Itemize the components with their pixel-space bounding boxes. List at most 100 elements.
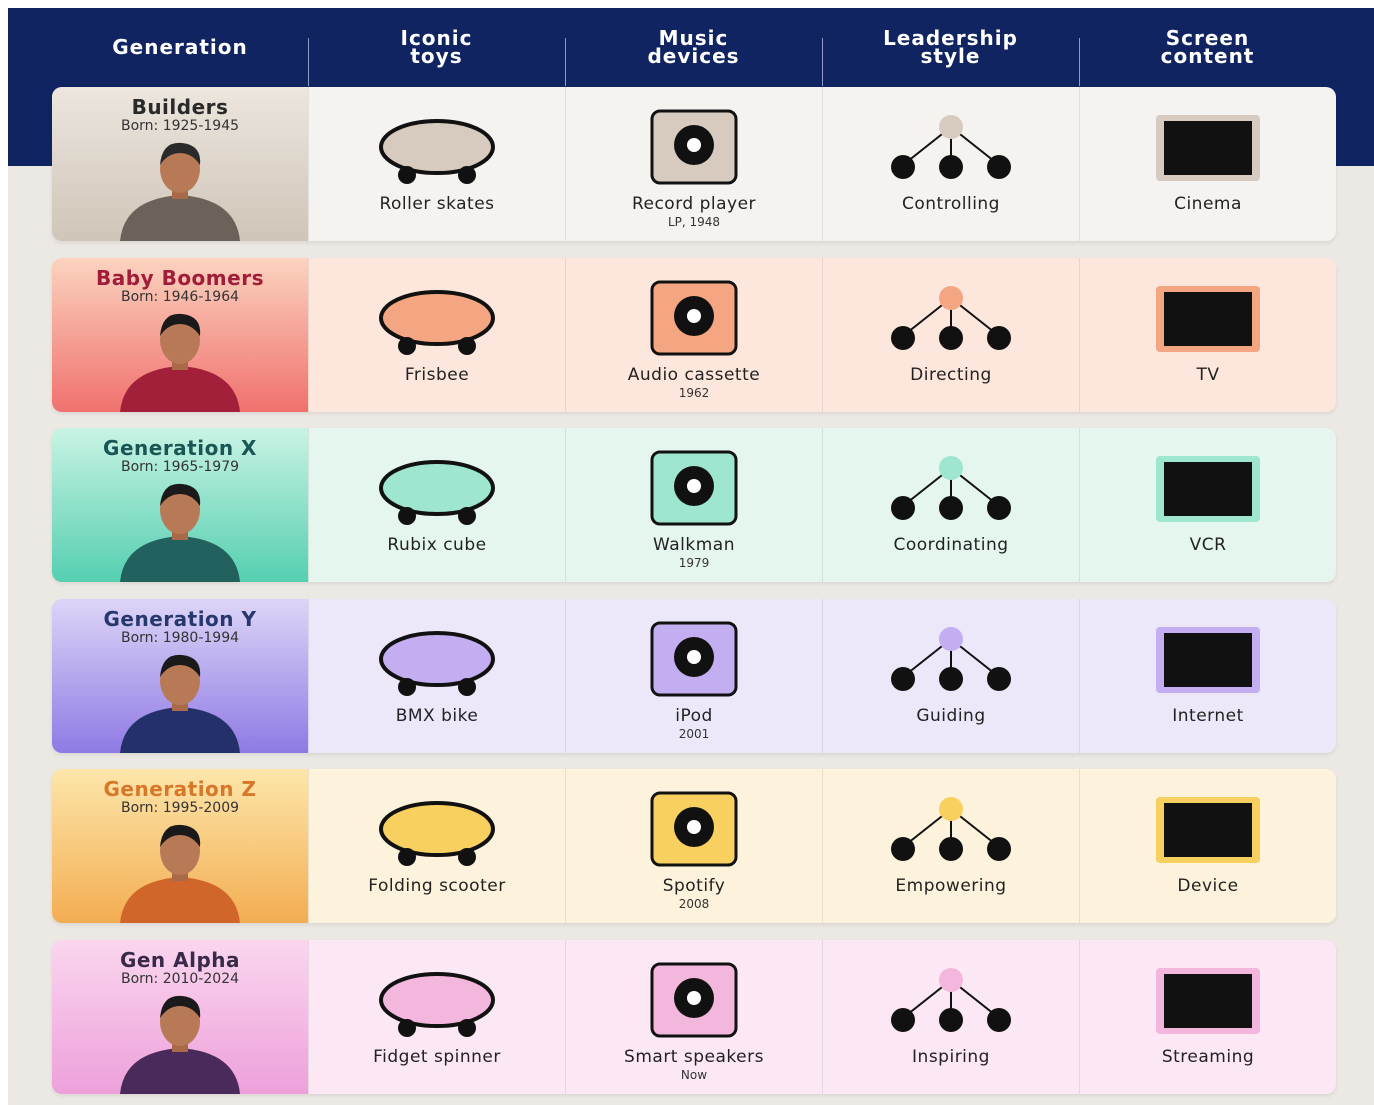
item-label: Spotify — [662, 876, 726, 897]
icon — [1156, 797, 1260, 864]
icon — [1156, 626, 1260, 693]
item-label: Directing — [910, 364, 992, 385]
icon — [650, 450, 738, 526]
column-header-text: Generation — [112, 35, 248, 59]
generation-row: Builders Born: 1925-1945 Roller skates Reco… — [52, 87, 1336, 241]
item-label: Internet — [1172, 705, 1244, 726]
item-cell: Frisbee — [308, 257, 565, 412]
icon — [650, 109, 738, 185]
icon — [891, 115, 1011, 179]
item-label: Audio cassette — [627, 364, 761, 385]
icon — [650, 621, 738, 697]
item-cell: Internet — [1079, 598, 1336, 753]
item-label: BMX bike — [395, 705, 479, 726]
item-label: Device — [1177, 876, 1239, 897]
item-cell: BMX bike — [308, 598, 565, 753]
generation-born: Born: 1965-1979 — [120, 459, 240, 476]
generation-cell: Gen Alpha Born: 2010-2024 — [52, 940, 308, 1094]
generation-name: Baby Boomers — [96, 265, 264, 290]
generation-name: Gen Alpha — [119, 948, 241, 972]
icon — [379, 630, 495, 696]
column-header-text: Screen content — [1160, 26, 1255, 68]
icon — [379, 289, 495, 355]
generation-born: Born: 1946-1964 — [120, 288, 240, 305]
item-label: Frisbee — [404, 364, 470, 385]
icon — [1156, 115, 1260, 181]
portrait — [120, 142, 240, 241]
item-cell: Coordinating — [822, 428, 1079, 583]
item-cell: Fidget spinner — [308, 940, 565, 1094]
generation-born: Born: 2010-2024 — [120, 971, 240, 987]
item-label: Coordinating — [893, 535, 1009, 556]
item-label: Streaming — [1161, 1047, 1255, 1067]
icon — [650, 280, 738, 356]
item-sublabel: LP, 1948 — [667, 215, 721, 229]
item-cell: Record player LP, 1948 — [565, 87, 822, 241]
icon — [1156, 968, 1260, 1034]
item-cell: Rubix cube — [308, 428, 565, 583]
item-sublabel: 1962 — [678, 385, 710, 400]
icon — [891, 626, 1011, 691]
portrait — [120, 995, 240, 1094]
item-label: Controlling — [902, 194, 1000, 214]
header-separator — [822, 38, 823, 86]
column-header-text: Leadership style — [883, 26, 1018, 68]
icon — [379, 460, 495, 526]
item-cell: Smart speakers Now — [565, 940, 822, 1094]
generation-name: Generation X — [103, 436, 257, 461]
generation-name: Generation Y — [103, 606, 257, 631]
item-cell: Walkman 1979 — [565, 428, 822, 583]
generation-row: Gen Alpha Born: 2010-2024 Fidget spinner Sm… — [52, 940, 1336, 1094]
column-header-text: Iconic toys — [400, 26, 473, 68]
item-cell: Streaming — [1079, 940, 1336, 1094]
generation-row: Generation X Born: 1965-1979 Rubix cube Wal… — [52, 428, 1336, 583]
item-label: Inspiring — [912, 1047, 990, 1067]
item-sublabel: 1979 — [678, 556, 710, 571]
item-cell: Audio cassette 1962 — [565, 257, 822, 412]
item-label: Record player — [631, 194, 757, 214]
generation-born: Born: 1980-1994 — [120, 629, 240, 646]
portrait — [120, 313, 240, 412]
generation-row: Generation Y Born: 1980-1994 BMX bike iPod 2… — [52, 598, 1336, 753]
generation-name: Builders — [131, 95, 229, 119]
portrait — [120, 825, 240, 924]
item-cell: Folding scooter — [308, 769, 565, 924]
portrait — [120, 484, 240, 583]
header-separator — [308, 38, 309, 86]
icon — [1156, 456, 1260, 523]
icon — [379, 119, 495, 184]
item-label: iPod — [675, 705, 713, 726]
item-cell: Spotify 2008 — [565, 769, 822, 924]
item-cell: Guiding — [822, 598, 1079, 753]
generation-cell: Builders Born: 1925-1945 — [52, 87, 308, 241]
generation-born: Born: 1925-1945 — [120, 118, 240, 134]
item-cell: VCR — [1079, 428, 1336, 583]
icon — [891, 968, 1011, 1032]
column-header: Iconic toys — [308, 8, 565, 86]
item-cell: TV — [1079, 257, 1336, 412]
generation-cell: Generation Z Born: 1995-2009 — [52, 769, 308, 924]
generation-name: Generation Z — [103, 777, 257, 802]
generation-born: Born: 1995-2009 — [120, 800, 240, 817]
item-label: Smart speakers — [624, 1047, 764, 1067]
icon — [379, 801, 495, 867]
item-label: Guiding — [916, 705, 986, 726]
icon — [891, 797, 1011, 862]
item-cell: Inspiring — [822, 940, 1079, 1094]
portrait — [120, 654, 240, 753]
icon — [650, 791, 738, 867]
item-label: Empowering — [895, 876, 1007, 897]
generation-cell: Generation Y Born: 1980-1994 — [52, 598, 308, 753]
item-label: Roller skates — [379, 194, 495, 214]
header-separator — [565, 38, 566, 86]
header-separator — [1079, 38, 1080, 86]
item-cell: Directing — [822, 257, 1079, 412]
item-label: Cinema — [1174, 194, 1242, 214]
item-cell: Cinema — [1079, 87, 1336, 241]
generation-cell: Baby Boomers Born: 1946-1964 — [52, 257, 308, 412]
icon — [650, 962, 738, 1038]
icon — [891, 456, 1011, 521]
item-label: Folding scooter — [368, 876, 506, 897]
generation-row: Baby Boomers Born: 1946-1964 Frisbee Audio … — [52, 257, 1336, 412]
icon — [891, 285, 1011, 350]
